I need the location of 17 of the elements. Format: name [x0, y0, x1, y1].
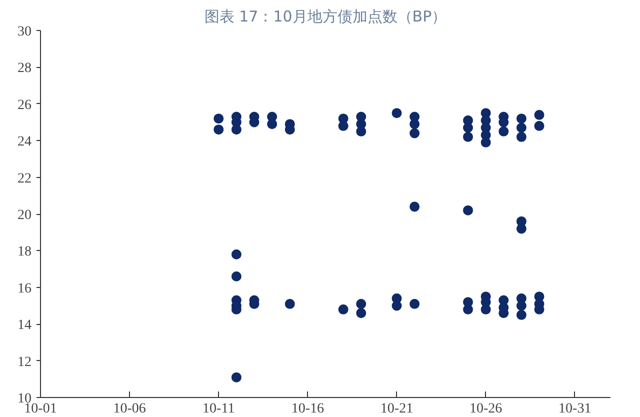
x-tick-label: 10-26	[469, 402, 502, 416]
x-tick-label: 10-06	[113, 402, 146, 416]
y-tick-label: 28	[18, 61, 32, 76]
y-tick-label: 12	[18, 354, 32, 370]
y-tick-label: 14	[18, 318, 32, 334]
x-tick-label: 10-21	[380, 402, 414, 416]
y-tick-label: 30	[18, 24, 32, 40]
y-tick-label: 16	[18, 281, 32, 296]
y-tick-label: 24	[18, 134, 32, 150]
y-tick-label: 20	[18, 208, 32, 223]
y-tick-label: 18	[18, 244, 32, 260]
x-tick-label: 10-11	[202, 402, 235, 416]
y-tick-label: 22	[18, 171, 32, 186]
x-tick-label: 10-16	[291, 402, 324, 416]
x-tick-label: 10-31	[558, 402, 592, 416]
y-tick-label: 26	[18, 98, 32, 113]
chart-title: 图表 17：10月地方债加点数（BP）	[204, 8, 447, 26]
